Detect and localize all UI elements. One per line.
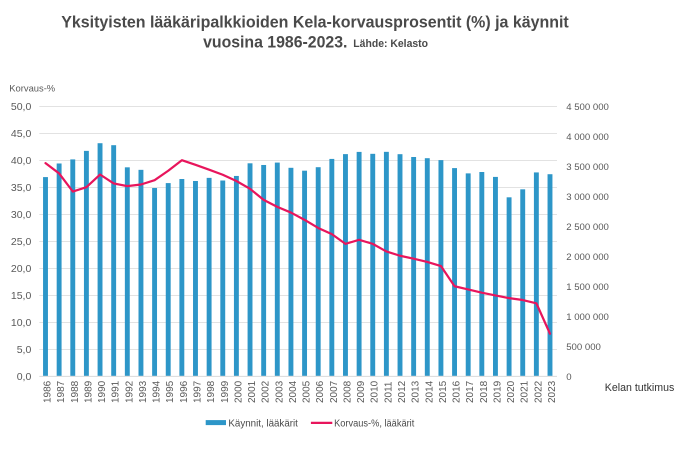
svg-text:1991: 1991 [111,380,122,403]
svg-text:1 000 000: 1 000 000 [566,312,609,323]
svg-text:1995: 1995 [165,380,176,403]
svg-text:1987: 1987 [56,380,67,403]
svg-text:2004: 2004 [288,380,299,403]
svg-text:2021: 2021 [520,380,531,403]
svg-text:1 500 000: 1 500 000 [566,282,609,293]
svg-text:2015: 2015 [438,380,449,403]
svg-text:1999: 1999 [220,380,231,403]
svg-text:2022: 2022 [533,380,544,403]
svg-text:2 000 000: 2 000 000 [566,252,609,263]
svg-text:2005: 2005 [302,380,313,403]
svg-text:500 000: 500 000 [566,342,601,353]
svg-text:2019: 2019 [492,380,503,403]
svg-text:2003: 2003 [274,380,285,403]
svg-text:25,0: 25,0 [11,236,32,248]
svg-text:2020: 2020 [506,380,517,403]
svg-text:30,0: 30,0 [11,209,32,221]
svg-text:0,0: 0,0 [17,371,32,383]
svg-text:4 500 000: 4 500 000 [566,102,609,113]
svg-text:2010: 2010 [370,380,381,403]
svg-text:1994: 1994 [152,380,163,403]
svg-text:3 500 000: 3 500 000 [566,162,609,173]
svg-text:5,0: 5,0 [17,344,32,356]
svg-text:1988: 1988 [70,380,81,403]
svg-text:2001: 2001 [247,380,258,403]
svg-text:1998: 1998 [206,380,217,403]
svg-text:1992: 1992 [124,380,135,403]
svg-text:3 000 000: 3 000 000 [566,192,609,203]
svg-text:2002: 2002 [261,380,272,403]
svg-text:Kelan tutkimus: Kelan tutkimus [605,382,674,394]
svg-text:Käynnit, lääkärit: Käynnit, lääkärit [228,418,298,429]
svg-text:35,0: 35,0 [11,182,32,194]
svg-text:2023: 2023 [547,380,558,403]
svg-text:2017: 2017 [465,380,476,403]
svg-text:2012: 2012 [397,380,408,403]
svg-text:15,0: 15,0 [11,290,32,302]
svg-text:1997: 1997 [192,380,203,403]
svg-text:0: 0 [566,372,571,383]
svg-text:2016: 2016 [452,380,463,403]
svg-text:2008: 2008 [342,380,353,403]
svg-text:10,0: 10,0 [11,317,32,329]
svg-text:2000: 2000 [233,380,244,403]
svg-text:2014: 2014 [424,380,435,403]
svg-text:Korvaus-%, lääkärit: Korvaus-%, lääkärit [334,418,414,429]
svg-text:Korvaus-%: Korvaus-% [9,82,55,93]
svg-text:45,0: 45,0 [11,128,32,140]
svg-text:2018: 2018 [479,380,490,403]
svg-text:2 500 000: 2 500 000 [566,222,609,233]
svg-text:2011: 2011 [383,381,394,403]
svg-text:Lähde: Kelasto: Lähde: Kelasto [353,38,428,50]
svg-text:1989: 1989 [83,380,94,403]
svg-text:4 000 000: 4 000 000 [566,132,609,143]
svg-text:2006: 2006 [315,380,326,403]
svg-text:50,0: 50,0 [11,101,32,113]
svg-text:vuosina 1986-2023.: vuosina 1986-2023. [203,34,347,52]
svg-text:40,0: 40,0 [11,155,32,167]
svg-text:2013: 2013 [411,380,422,403]
svg-text:1986: 1986 [43,380,54,403]
svg-text:1993: 1993 [138,380,149,403]
svg-text:1990: 1990 [97,380,108,403]
svg-text:Yksityisten lääkäripalkkioiden: Yksityisten lääkäripalkkioiden Kela-korv… [61,13,569,31]
svg-text:2007: 2007 [329,380,340,403]
svg-text:1996: 1996 [179,380,190,403]
svg-text:2009: 2009 [356,380,367,403]
svg-text:20,0: 20,0 [11,263,32,275]
